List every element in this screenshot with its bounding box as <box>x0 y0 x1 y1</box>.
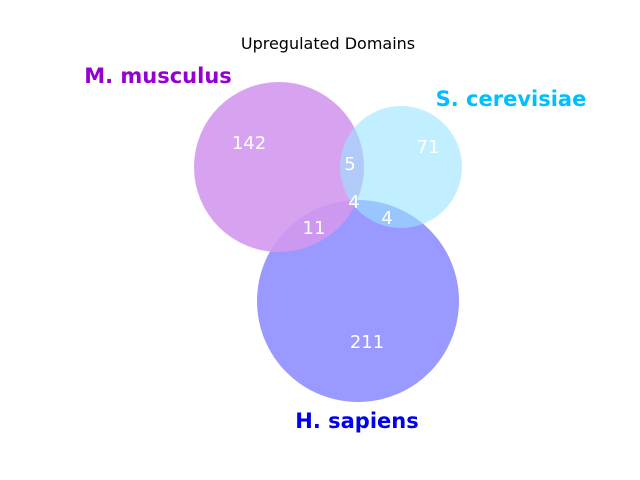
count-m-h: 11 <box>303 218 326 239</box>
circle-m-musculus <box>194 82 364 252</box>
label-h-sapiens: H. sapiens <box>295 409 418 433</box>
count-h-only: 211 <box>350 332 384 353</box>
count-s-h: 4 <box>381 208 392 229</box>
count-m-s: 5 <box>344 154 355 175</box>
set-circles <box>194 82 462 402</box>
circle-h-sapiens <box>257 200 459 402</box>
label-s-cerevisiae: S. cerevisiae <box>436 87 587 111</box>
circle-s-cerevisiae <box>340 106 462 228</box>
count-s-only: 71 <box>417 137 440 158</box>
diagram-title: Upregulated Domains <box>241 34 415 53</box>
count-m-s-h: 4 <box>348 192 359 213</box>
count-m-only: 142 <box>232 133 266 154</box>
label-m-musculus: M. musculus <box>84 64 232 88</box>
